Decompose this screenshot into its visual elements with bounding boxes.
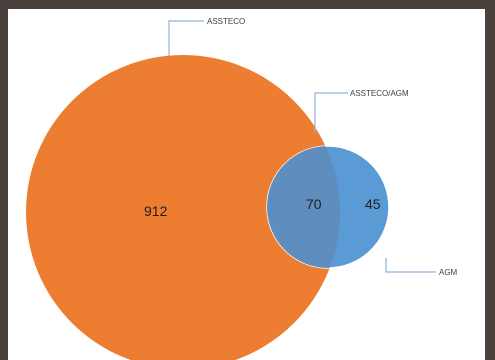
agm-leader-line: [385, 258, 436, 273]
intersection-label: ASSTECO/AGM: [350, 89, 409, 98]
agm-only-count: 45: [365, 196, 381, 212]
assteco-leader-line: [168, 20, 204, 56]
assteco-label: ASSTECO: [207, 17, 245, 26]
venn-diagram-canvas: ASSTECO ASSTECO/AGM AGM 912 70 45: [8, 9, 485, 360]
agm-label: AGM: [439, 268, 458, 277]
intersection-count: 70: [306, 196, 322, 212]
assteco-circle: [26, 55, 340, 360]
venn-diagram: ASSTECO ASSTECO/AGM AGM 912 70 45: [26, 17, 458, 360]
intersection-leader-line: [314, 92, 348, 133]
assteco-only-count: 912: [144, 203, 168, 219]
intersection-region: [267, 146, 340, 268]
